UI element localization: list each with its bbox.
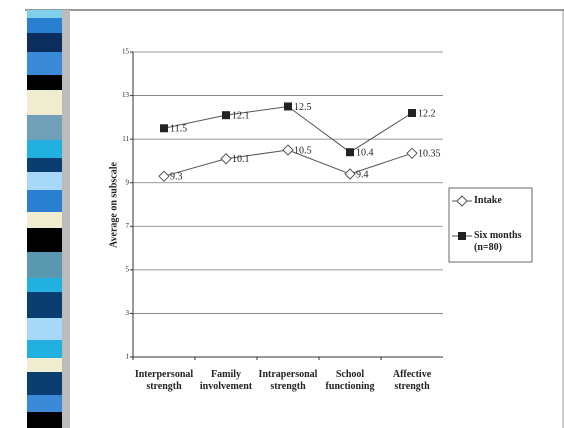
data-label: 10.4: [356, 148, 374, 159]
legend-label: Intake: [474, 195, 530, 207]
marker: [284, 102, 292, 110]
x-tick-label: Interpersonal strength: [129, 369, 199, 393]
data-label: 9.3: [170, 171, 183, 182]
y-tick-label: 3: [126, 309, 130, 317]
y-tick-label: 9: [126, 178, 130, 186]
marker: [407, 148, 417, 158]
marker: [408, 109, 416, 117]
marker: [221, 154, 231, 164]
data-label: 11.5: [170, 124, 187, 135]
legend-label: Six months (n=80): [474, 230, 530, 254]
x-tick-label: School functioning: [315, 369, 385, 393]
marker: [222, 111, 230, 119]
data-label: 10.35: [418, 149, 441, 160]
chart: Average on subscale 135791113159.310.110…: [0, 0, 564, 428]
y-axis-label: Average on subscale: [108, 161, 119, 247]
marker: [159, 171, 169, 181]
marker: [345, 169, 355, 179]
x-tick-label: Family involvement: [191, 369, 261, 393]
data-label: 12.1: [232, 110, 250, 121]
data-label: 10.5: [294, 145, 312, 156]
decorative-strip: [27, 10, 70, 428]
data-label: 12.5: [294, 102, 312, 113]
y-tick-label: 5: [126, 265, 130, 273]
slide: Average on subscale 135791113159.310.110…: [0, 0, 564, 428]
data-label: 12.2: [418, 108, 436, 119]
y-tick-label: 13: [122, 91, 130, 99]
y-tick-label: 1: [126, 353, 130, 361]
y-tick-label: 11: [122, 135, 129, 143]
marker: [457, 196, 467, 206]
marker: [160, 124, 168, 132]
y-tick-label: 15: [122, 48, 130, 56]
y-tick-label: 7: [126, 222, 130, 230]
marker: [458, 232, 466, 240]
x-tick-label: Intrapersonal strength: [253, 369, 323, 393]
marker: [283, 145, 293, 155]
marker: [346, 148, 354, 156]
data-label: 10.1: [232, 154, 250, 165]
data-label: 9.4: [356, 169, 369, 180]
x-tick-label: Affective strength: [377, 369, 447, 393]
